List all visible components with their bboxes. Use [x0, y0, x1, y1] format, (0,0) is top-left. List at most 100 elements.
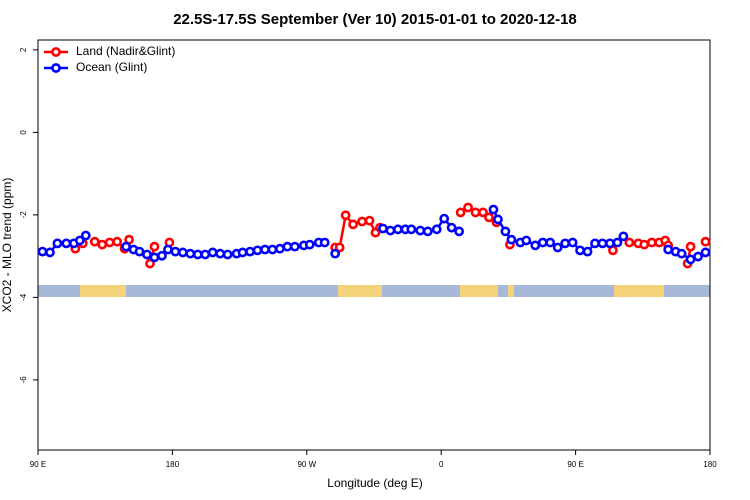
data-point	[700, 247, 711, 258]
data-point	[237, 247, 248, 258]
data-point	[478, 207, 488, 218]
y-tick-label: -6	[19, 376, 28, 384]
y-tick-label: 0	[19, 130, 28, 135]
data-point	[74, 235, 85, 246]
data-point	[45, 247, 55, 258]
data-point	[348, 219, 358, 230]
data-point	[185, 248, 196, 259]
data-point	[104, 237, 115, 248]
x-tick-label: 90 E	[567, 460, 583, 469]
data-point	[89, 236, 100, 247]
data-point	[282, 241, 293, 252]
data-point	[177, 247, 188, 258]
land-patch	[460, 285, 498, 297]
data-point	[506, 234, 517, 245]
data-point	[470, 207, 481, 218]
x-tick-label: 90 E	[30, 460, 46, 469]
data-point	[157, 250, 167, 261]
y-tick-label: -4	[19, 293, 28, 301]
data-point	[575, 245, 585, 256]
data-point	[385, 225, 396, 236]
land-patch	[80, 285, 126, 297]
data-point	[521, 235, 532, 246]
data-point	[222, 249, 233, 260]
data-point	[37, 246, 48, 257]
data-point	[488, 204, 499, 215]
data-point	[530, 240, 541, 251]
data-point	[618, 231, 629, 242]
data-point	[605, 238, 615, 249]
data-point	[500, 226, 511, 237]
y-tick-label: 2	[19, 47, 28, 52]
data-point	[163, 244, 173, 255]
data-point	[493, 214, 503, 225]
data-point	[215, 248, 226, 259]
data-point	[639, 239, 650, 250]
legend-marker	[51, 63, 61, 73]
data-point	[330, 248, 341, 259]
data-point	[149, 252, 160, 263]
data-point	[552, 242, 563, 253]
data-point	[663, 244, 674, 255]
data-point	[149, 241, 160, 252]
data-point	[142, 249, 152, 260]
data-point	[289, 241, 300, 252]
data-point	[415, 225, 426, 236]
data-point	[537, 237, 548, 248]
data-point	[200, 249, 211, 260]
data-point	[406, 224, 417, 235]
data-point	[545, 237, 556, 248]
data-point	[207, 247, 218, 258]
data-point	[484, 212, 494, 223]
data-point	[340, 210, 351, 221]
data-point	[121, 241, 132, 252]
data-point	[590, 238, 600, 249]
x-tick-label: 90 W	[297, 460, 316, 469]
data-point	[334, 242, 345, 253]
data-point	[624, 237, 635, 248]
data-point	[134, 246, 145, 257]
data-point	[364, 215, 375, 226]
series-line	[75, 207, 705, 263]
data-point	[52, 238, 63, 249]
data-point	[431, 224, 442, 235]
data-point	[192, 249, 203, 260]
data-point	[567, 237, 578, 248]
data-point	[685, 254, 696, 265]
data-point	[378, 223, 388, 234]
data-point	[252, 245, 263, 256]
data-point	[560, 238, 571, 249]
legend-label: Land (Nadir&Glint)	[76, 44, 175, 58]
data-point	[676, 248, 687, 259]
data-point	[80, 230, 91, 241]
data-point	[61, 238, 72, 249]
land-patch	[614, 285, 664, 297]
chart-title: 22.5S-17.5S September (Ver 10) 2015-01-0…	[173, 11, 577, 28]
data-point	[267, 244, 278, 255]
data-point	[455, 207, 466, 218]
data-point	[97, 239, 108, 250]
data-point	[439, 213, 450, 224]
data-point	[422, 226, 433, 237]
data-point	[304, 239, 315, 250]
data-point	[446, 222, 457, 233]
data-point	[245, 246, 255, 257]
data-point	[612, 237, 623, 248]
data-point	[112, 236, 123, 247]
x-axis-label: Longitude (deg E)	[327, 476, 422, 490]
data-point	[685, 241, 696, 252]
legend-marker	[51, 47, 61, 57]
data-point	[700, 236, 711, 247]
data-point	[454, 226, 465, 237]
data-point	[275, 243, 285, 254]
y-tick-label: -2	[19, 211, 28, 219]
land-patch	[508, 285, 514, 297]
data-point	[582, 246, 593, 257]
data-point	[392, 224, 403, 235]
data-point	[463, 202, 473, 213]
data-point	[319, 237, 330, 248]
data-point	[170, 246, 181, 257]
y-axis-label: XCO2 - MLO trend (ppm)	[0, 178, 14, 313]
x-tick-label: 180	[166, 460, 180, 469]
